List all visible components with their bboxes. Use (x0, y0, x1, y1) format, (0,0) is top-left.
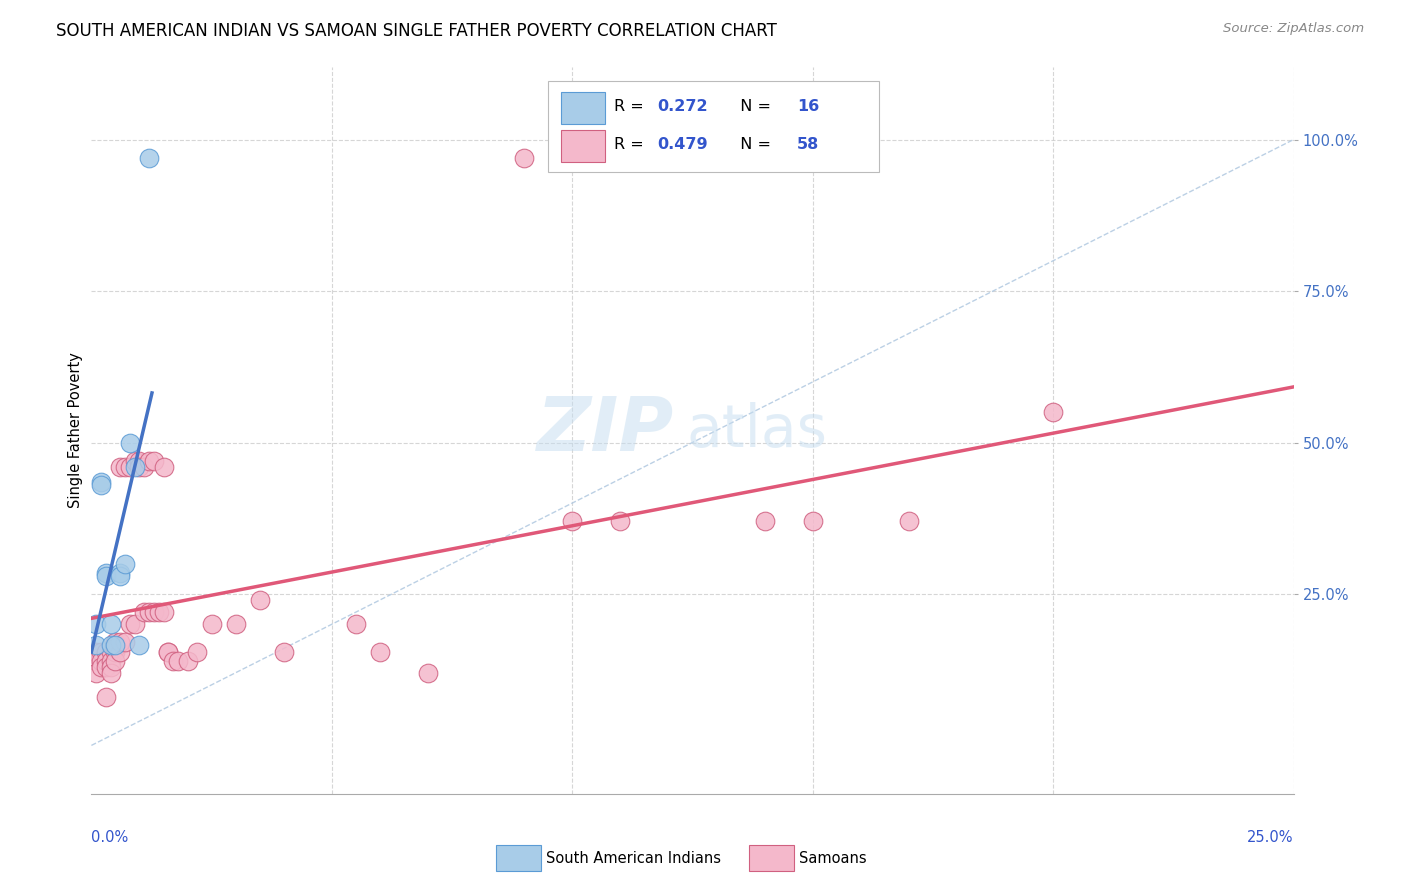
Point (104, 639, 127, 653)
Point (124, 453, 146, 467)
Point (134, 605, 156, 619)
Point (114, 557, 136, 571)
Text: 0.0%: 0.0% (91, 830, 128, 846)
Text: 58: 58 (797, 137, 820, 153)
Point (84, 665, 107, 680)
Text: 25.0%: 25.0% (1247, 830, 1294, 846)
Text: ZIP: ZIP (537, 394, 675, 467)
Point (368, 644, 391, 658)
Point (609, 514, 631, 528)
Point (128, 453, 150, 467)
FancyBboxPatch shape (548, 81, 879, 172)
Point (90, 478, 112, 492)
Point (94, 566, 117, 580)
Point (124, 459, 146, 474)
Point (157, 644, 180, 658)
Point (273, 644, 295, 658)
Text: N =: N = (730, 137, 776, 153)
Point (1042, 405, 1064, 419)
Point (157, 644, 180, 658)
Point (94, 690, 117, 704)
Point (801, 514, 824, 528)
Point (94, 644, 117, 658)
Point (118, 459, 141, 474)
Point (118, 617, 141, 632)
Point (142, 605, 165, 619)
Point (94, 659, 117, 673)
Point (124, 617, 146, 632)
Point (186, 644, 208, 658)
Point (104, 635, 127, 649)
Point (114, 635, 136, 649)
Point (754, 514, 776, 528)
Point (90, 644, 112, 658)
FancyBboxPatch shape (561, 130, 605, 162)
Point (110, 566, 132, 580)
Text: N =: N = (730, 99, 776, 114)
Point (114, 459, 136, 474)
Point (249, 593, 271, 607)
Point (84, 654, 107, 668)
Point (84, 639, 107, 653)
Text: Source: ZipAtlas.com: Source: ZipAtlas.com (1223, 22, 1364, 36)
Point (513, 151, 536, 165)
Point (162, 654, 184, 668)
Point (110, 459, 132, 474)
Y-axis label: Single Father Poverty: Single Father Poverty (67, 352, 83, 508)
Text: R =: R = (614, 137, 650, 153)
Point (138, 151, 160, 165)
Point (100, 617, 122, 632)
Text: R =: R = (614, 99, 650, 114)
Point (104, 641, 127, 656)
Point (152, 459, 174, 474)
Point (104, 644, 127, 658)
Point (90, 654, 112, 668)
Point (128, 639, 150, 653)
Point (416, 665, 439, 680)
Point (176, 654, 198, 668)
Point (84, 617, 107, 632)
Point (148, 605, 170, 619)
Text: 16: 16 (797, 99, 820, 114)
Point (225, 617, 247, 632)
Point (344, 617, 367, 632)
Point (561, 514, 583, 528)
Point (138, 453, 160, 467)
Point (84, 644, 107, 658)
Point (100, 659, 122, 673)
Text: Samoans: Samoans (799, 851, 866, 865)
Point (94, 569, 117, 583)
Point (104, 654, 127, 668)
Text: 0.272: 0.272 (658, 99, 709, 114)
Point (142, 453, 165, 467)
Point (100, 644, 122, 658)
Point (128, 459, 150, 474)
Point (100, 639, 122, 653)
Point (90, 475, 112, 489)
Text: 0.479: 0.479 (658, 137, 709, 153)
Point (110, 569, 132, 583)
Point (90, 659, 112, 673)
Point (118, 435, 141, 450)
Point (100, 654, 122, 668)
Point (134, 459, 156, 474)
Text: SOUTH AMERICAN INDIAN VS SAMOAN SINGLE FATHER POVERTY CORRELATION CHART: SOUTH AMERICAN INDIAN VS SAMOAN SINGLE F… (56, 22, 778, 40)
Point (897, 514, 920, 528)
Text: South American Indians: South American Indians (546, 851, 720, 865)
Point (94, 654, 117, 668)
Point (110, 635, 132, 649)
Point (138, 605, 160, 619)
Point (100, 665, 122, 680)
Point (167, 654, 190, 668)
FancyBboxPatch shape (561, 93, 605, 124)
Point (110, 644, 132, 658)
Point (201, 617, 224, 632)
Point (152, 605, 174, 619)
Text: atlas: atlas (686, 402, 828, 458)
